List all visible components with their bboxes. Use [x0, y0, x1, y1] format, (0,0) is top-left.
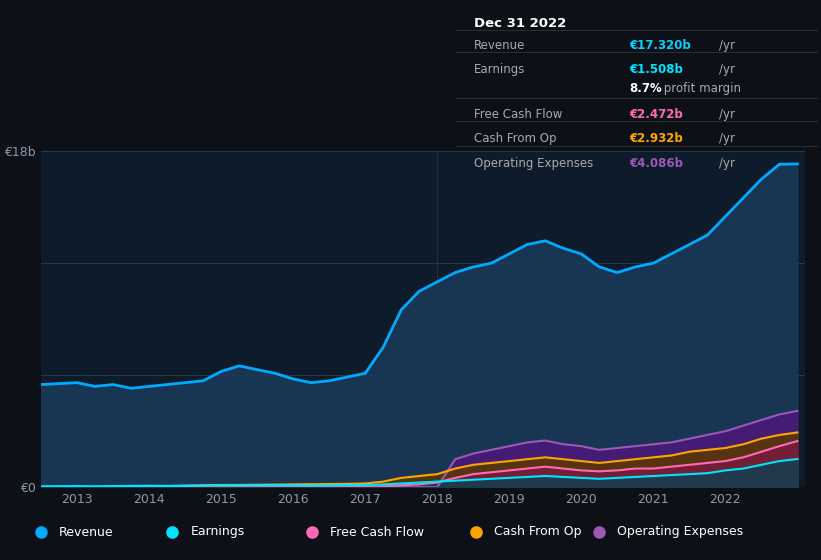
Text: €17.320b: €17.320b	[629, 39, 690, 52]
Text: Revenue: Revenue	[59, 525, 114, 539]
Text: Earnings: Earnings	[474, 63, 525, 76]
Text: €4.086b: €4.086b	[629, 157, 683, 170]
Text: /yr: /yr	[719, 39, 736, 52]
Text: profit margin: profit margin	[660, 82, 741, 95]
Text: Cash From Op: Cash From Op	[474, 132, 556, 145]
Text: Free Cash Flow: Free Cash Flow	[330, 525, 424, 539]
Text: Earnings: Earnings	[190, 525, 245, 539]
Text: €1.508b: €1.508b	[629, 63, 683, 76]
Text: Operating Expenses: Operating Expenses	[617, 525, 744, 539]
Text: /yr: /yr	[719, 63, 736, 76]
Text: Free Cash Flow: Free Cash Flow	[474, 108, 562, 121]
Text: Cash From Op: Cash From Op	[494, 525, 582, 539]
Text: 8.7%: 8.7%	[629, 82, 662, 95]
Text: Dec 31 2022: Dec 31 2022	[474, 17, 566, 30]
Text: /yr: /yr	[719, 108, 736, 121]
Text: /yr: /yr	[719, 132, 736, 145]
Text: Revenue: Revenue	[474, 39, 525, 52]
Text: Operating Expenses: Operating Expenses	[474, 157, 593, 170]
Text: /yr: /yr	[719, 157, 736, 170]
Text: €2.932b: €2.932b	[629, 132, 683, 145]
Text: €2.472b: €2.472b	[629, 108, 683, 121]
